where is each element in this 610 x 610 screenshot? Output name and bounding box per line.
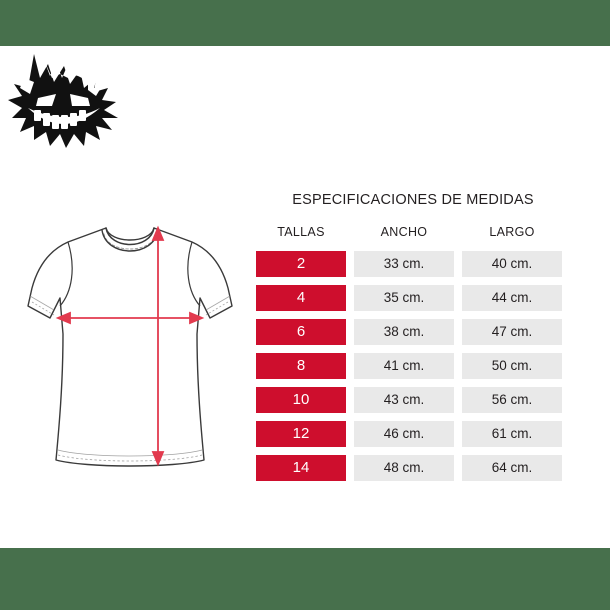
ancho-value: 48 cm.	[354, 455, 454, 481]
table-row: 14 48 cm. 64 cm.	[256, 455, 570, 481]
largo-value: 44 cm.	[462, 285, 562, 311]
letterbox-band-bottom	[0, 548, 610, 610]
largo-value: 56 cm.	[462, 387, 562, 413]
page-title: ESPECIFICACIONES DE MEDIDAS	[292, 192, 534, 208]
column-header-largo: LARGO	[489, 225, 535, 239]
ancho-value: 41 cm.	[354, 353, 454, 379]
ancho-value: 33 cm.	[354, 251, 454, 277]
table-header-row: TALLAS ANCHO LARGO	[256, 222, 570, 242]
size-badge: 4	[256, 285, 346, 311]
ancho-value: 35 cm.	[354, 285, 454, 311]
largo-value: 50 cm.	[462, 353, 562, 379]
ancho-value: 38 cm.	[354, 319, 454, 345]
tshirt-diagram	[14, 214, 246, 476]
letterbox-band-top	[0, 0, 610, 46]
table-row: 6 38 cm. 47 cm.	[256, 319, 570, 345]
table-row: 2 33 cm. 40 cm.	[256, 251, 570, 277]
largo-value: 64 cm.	[462, 455, 562, 481]
size-badge: 8	[256, 353, 346, 379]
size-badge: 12	[256, 421, 346, 447]
size-badge: 14	[256, 455, 346, 481]
gengar-silhouette-logo	[4, 48, 122, 158]
table-row: 12 46 cm. 61 cm.	[256, 421, 570, 447]
size-badge: 10	[256, 387, 346, 413]
ancho-value: 46 cm.	[354, 421, 454, 447]
table-row: 4 35 cm. 44 cm.	[256, 285, 570, 311]
column-header-tallas: TALLAS	[277, 225, 325, 239]
content-stage: ESPECIFICACIONES DE MEDIDAS TALLAS ANCHO…	[0, 46, 610, 548]
size-badge: 2	[256, 251, 346, 277]
largo-value: 47 cm.	[462, 319, 562, 345]
ancho-value: 43 cm.	[354, 387, 454, 413]
table-row: 10 43 cm. 56 cm.	[256, 387, 570, 413]
table-row: 8 41 cm. 50 cm.	[256, 353, 570, 379]
largo-value: 61 cm.	[462, 421, 562, 447]
largo-value: 40 cm.	[462, 251, 562, 277]
measurements-table: ESPECIFICACIONES DE MEDIDAS TALLAS ANCHO…	[256, 192, 570, 489]
size-badge: 6	[256, 319, 346, 345]
column-header-ancho: ANCHO	[380, 225, 428, 239]
